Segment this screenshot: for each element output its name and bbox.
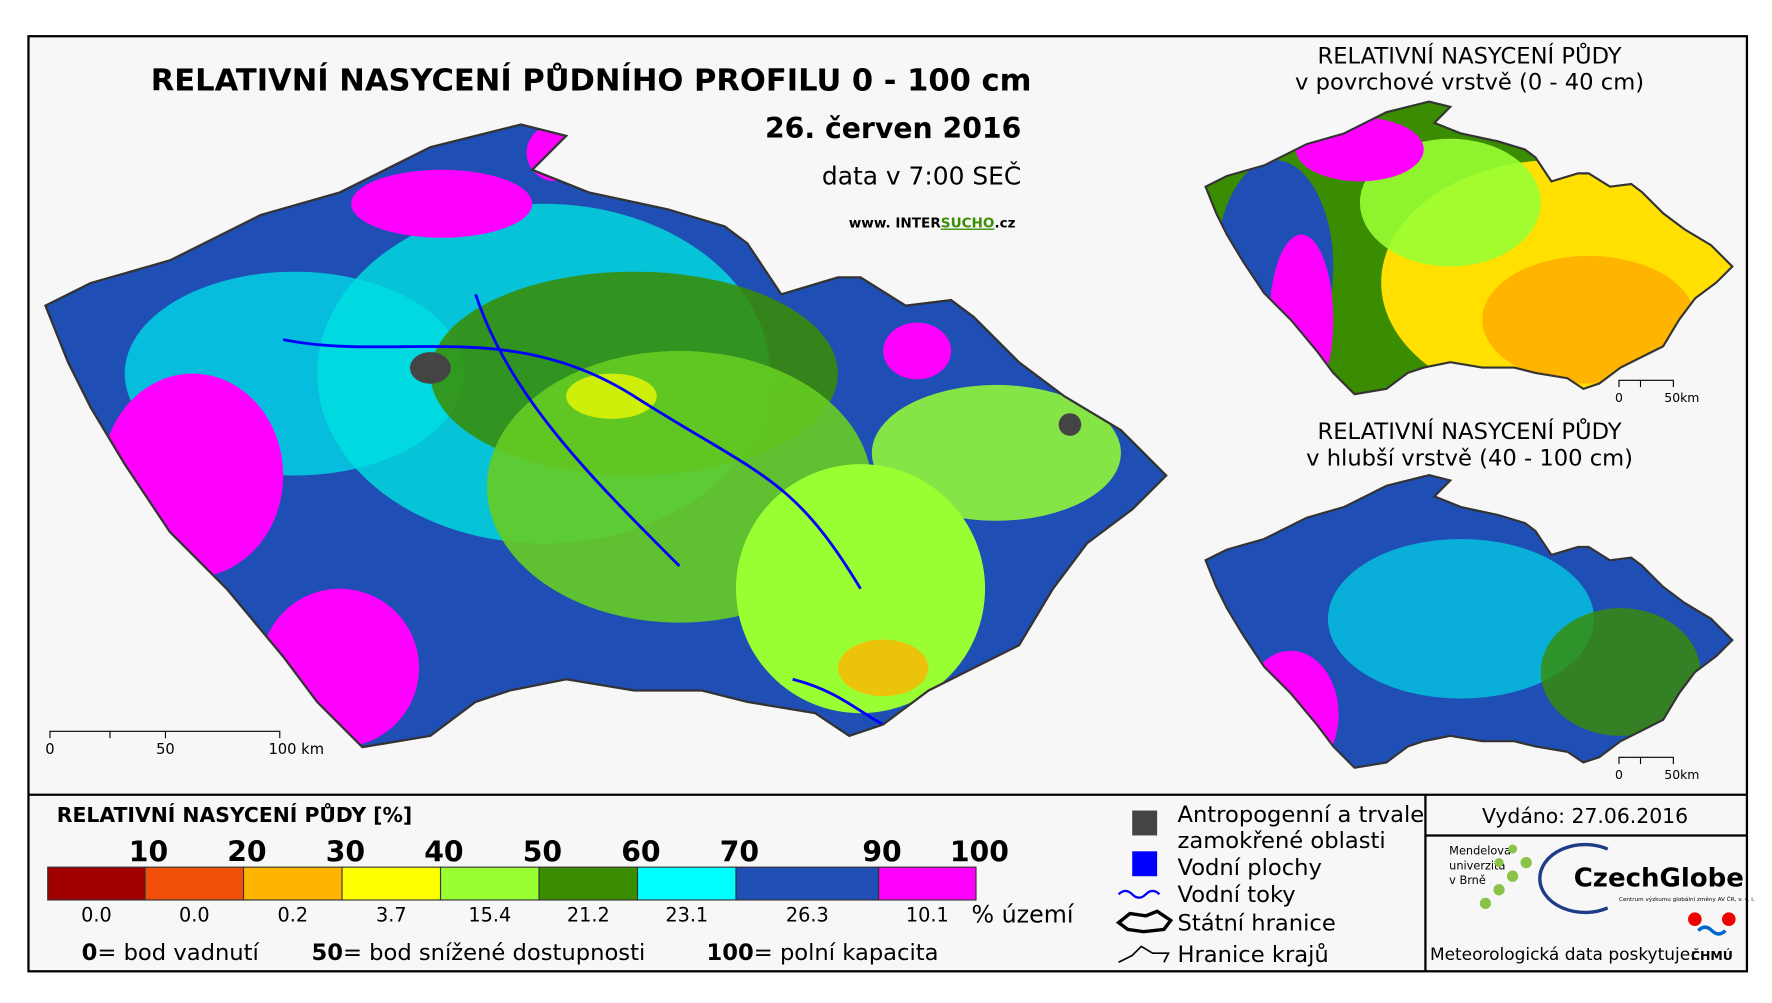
legend-title: RELATIVNÍ NASYCENÍ PŮDY [%] xyxy=(57,802,412,827)
data-time: data v 7:00 SEČ xyxy=(822,161,1021,191)
legend-definition: 50= bod snížené dostupnosti xyxy=(311,940,645,966)
legend-definition: 0= bod vadnutí xyxy=(82,940,260,966)
legend-definitions: 0= bod vadnutí 50= bod snížené dostupnost… xyxy=(82,940,939,966)
legend-swatch xyxy=(878,866,977,901)
legend-limit: 40 xyxy=(424,835,463,868)
scale-label: 100 km xyxy=(268,741,324,758)
symbol-label: Vodní toky xyxy=(1178,882,1296,908)
legend-share: 15.4 xyxy=(468,903,511,926)
legend-swatch xyxy=(341,866,442,901)
legend-swatch xyxy=(47,866,146,901)
map-date: 26. červen 2016 xyxy=(765,112,1021,145)
symbol-state-border xyxy=(1115,909,1174,934)
symbol-water-area xyxy=(1132,851,1158,877)
scale-label: 0 xyxy=(45,741,54,758)
definition-text: = bod vadnutí xyxy=(97,940,259,966)
scale-label: 50 xyxy=(156,741,175,758)
legend-limit: 20 xyxy=(227,835,266,868)
definition-value: 0 xyxy=(82,940,98,966)
logo-czechglobe: CzechGlobe xyxy=(1574,863,1744,893)
legend-definition: 100= polní kapacita xyxy=(707,940,939,966)
legend-unit: % území xyxy=(971,901,1074,929)
logo-chmu xyxy=(1697,925,1727,936)
inset-title: RELATIVNÍ NASYCENÍ PŮDY xyxy=(1318,416,1622,445)
website-suffix: .cz xyxy=(994,216,1015,232)
logo-mendel: Mendelova xyxy=(1449,844,1511,858)
symbol-label: Antropogenní a trvale xyxy=(1178,802,1425,828)
legend-swatch xyxy=(735,866,880,901)
website-prefix: www. INTER xyxy=(849,216,942,232)
symbol-label: Státní hranice xyxy=(1178,911,1336,937)
symbol-label: Hranice krajů xyxy=(1178,941,1329,968)
legend-share: 23.1 xyxy=(665,903,708,926)
website: www. INTERSUCHO.cz xyxy=(849,216,1016,232)
logo-mendel: v Brně xyxy=(1449,873,1486,887)
legend-limit: 10 xyxy=(129,835,168,868)
inset-title: v hlubší vrstvě (40 - 100 cm) xyxy=(1306,445,1633,471)
legend-share: 0.2 xyxy=(278,903,309,926)
legend-share: 0.0 xyxy=(179,903,210,926)
logo-czechglobe-arc xyxy=(1538,842,1609,915)
logo-chmu-text: ČHMÚ xyxy=(1691,948,1733,963)
legend-limit: 50 xyxy=(523,835,562,868)
symbol-anthropogenic xyxy=(1132,810,1158,836)
provider: Meteorologická data poskytuje: xyxy=(1430,945,1696,965)
legend-share: 21.2 xyxy=(567,903,610,926)
definition-value: 100 xyxy=(707,940,754,966)
legend-swatch xyxy=(144,866,245,901)
scale-label: 50km xyxy=(1664,390,1699,405)
symbol-label: Vodní plochy xyxy=(1178,855,1322,881)
scale-label: 0 xyxy=(1615,390,1623,405)
logo-mendel: univerzita xyxy=(1449,858,1505,872)
definition-text: = polní kapacita xyxy=(754,940,939,966)
legend-limit: 60 xyxy=(621,835,660,868)
inset-title: v povrchové vrstvě (0 - 40 cm) xyxy=(1295,69,1644,95)
scale-label: 0 xyxy=(1615,767,1623,782)
logo-mendel-dots xyxy=(1479,844,1532,910)
issued-date: Vydáno: 27.06.2016 xyxy=(1482,804,1688,828)
legend-swatch xyxy=(538,866,639,901)
scale-bar xyxy=(1618,756,1674,765)
legend-swatch xyxy=(242,866,343,901)
website-highlight: SUCHO xyxy=(941,216,995,232)
scale-label: 50km xyxy=(1664,767,1699,782)
symbol-label: zamokřené oblasti xyxy=(1178,828,1386,854)
symbol-river xyxy=(1117,889,1161,899)
legend-limit: 30 xyxy=(326,835,365,868)
scale-bar xyxy=(1618,379,1674,388)
scale-bar xyxy=(49,730,281,739)
map-title: RELATIVNÍ NASYCENÍ PŮDNÍHO PROFILU 0 - 1… xyxy=(151,62,1032,99)
legend-share: 3.7 xyxy=(376,903,407,926)
legend-share: 26.3 xyxy=(786,903,829,926)
definition-value: 50 xyxy=(311,940,343,966)
legend-limit: 90 xyxy=(862,835,901,868)
legend-limit: 70 xyxy=(720,835,759,868)
definition-text: = bod snížené dostupnosti xyxy=(343,940,645,966)
legend-scale: 10 0.0 20 0.0 30 0.2 40 3.7 50 15.4 60 21.2 70 23.1 90… xyxy=(47,835,1009,926)
legend-share: 0.0 xyxy=(81,903,112,926)
legend-limit: 100 xyxy=(950,835,1009,868)
legend-swatch xyxy=(439,866,540,901)
logo-czechglobe-sub: Centrum výzkumu globální změny AV ČR, v.… xyxy=(1619,896,1755,903)
legend-share: 10.1 xyxy=(906,903,949,926)
logo-chmu xyxy=(1722,912,1736,927)
inset-title: RELATIVNÍ NASYCENÍ PŮDY xyxy=(1318,40,1622,69)
legend-swatch xyxy=(636,866,737,901)
symbol-region-border xyxy=(1118,945,1170,964)
logo-chmu xyxy=(1688,912,1702,927)
